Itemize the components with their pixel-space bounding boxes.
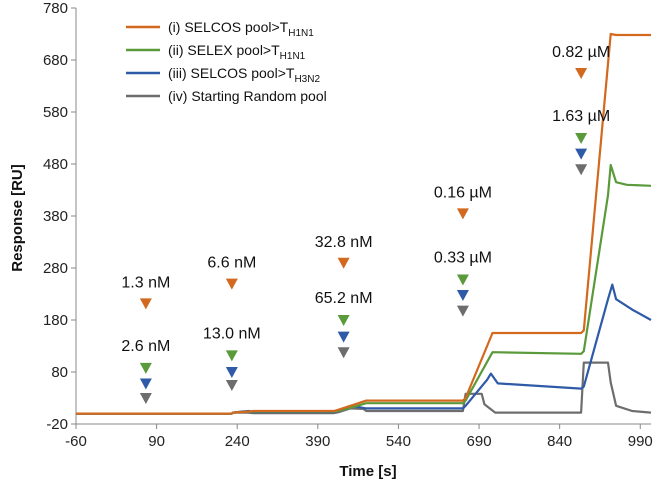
x-tick-label: 690	[467, 433, 492, 450]
x-tick-label: 240	[225, 433, 250, 450]
concentration-label: 0.82 µM	[552, 44, 610, 61]
series-line-1	[76, 32, 651, 415]
x-tick-label: 990	[628, 433, 653, 450]
injection-marker	[337, 347, 350, 359]
injection-marker	[575, 164, 588, 176]
concentration-label: 13.0 nM	[203, 325, 261, 342]
concentration-label: 6.6 nM	[207, 255, 256, 272]
injection-marker	[575, 148, 588, 160]
concentration-annotations: 1.3 nM 2.6 nM 6.6 nM 13.0 nM 32.8 nM 65.2 nM 0…	[121, 44, 610, 355]
injection-marker	[225, 350, 238, 362]
concentration-label: 0.33 µM	[434, 249, 492, 266]
x-tick-label: -60	[65, 433, 87, 450]
injection-marker	[456, 305, 469, 317]
legend: (i) SELCOS pool>TH1N1 (ii) SELEX pool>TH1…	[126, 19, 327, 104]
injection-marker	[456, 274, 469, 286]
y-tick-label: 380	[43, 208, 68, 225]
legend-label: (iv) Starting Random pool	[168, 88, 327, 104]
y-tick-label: 80	[51, 364, 68, 381]
injection-marker	[575, 133, 588, 144]
injection-marker	[456, 208, 469, 220]
injection-marker	[337, 331, 350, 343]
series-lines	[76, 32, 652, 415]
injection-marker	[139, 298, 152, 310]
x-axis-title: Time [s]	[339, 463, 396, 480]
injection-marker	[139, 393, 152, 404]
y-tick-label: 480	[43, 156, 68, 173]
injection-marker	[337, 257, 350, 269]
y-tick-label: 280	[43, 260, 68, 277]
y-tick-label: -20	[46, 416, 68, 433]
legend-label-subscript: H3N2	[294, 74, 320, 85]
injection-markers	[139, 68, 588, 404]
concentration-label: 0.16 µM	[434, 184, 492, 201]
injection-marker	[337, 315, 350, 326]
injection-marker	[225, 367, 238, 378]
injection-marker	[139, 362, 152, 374]
y-tick-label: 180	[43, 312, 68, 329]
injection-marker	[225, 278, 238, 290]
x-tick-label: 540	[386, 433, 411, 450]
chart-axes: -20 80 180 280 380 480 580 680 780 -60 90 240 390 540…	[43, 0, 653, 450]
y-tick-label: 680	[43, 52, 68, 69]
legend-label-subscript: H1N1	[288, 28, 314, 39]
injection-marker	[139, 378, 152, 390]
legend-label-subscript: H1N1	[280, 51, 306, 62]
y-tick-label: 580	[43, 104, 68, 121]
y-tick-label: 780	[43, 0, 68, 17]
injection-marker	[575, 68, 588, 79]
legend-label: (i) SELCOS pool>TH1N1	[168, 19, 314, 39]
concentration-label: 65.2 nM	[315, 290, 373, 307]
injection-marker	[225, 380, 238, 391]
concentration-label: 1.63 µM	[552, 108, 610, 125]
y-axis-title: Response [RU]	[9, 164, 26, 272]
concentration-label: 1.3 nM	[121, 274, 170, 291]
legend-label: (iii) SELCOS pool>TH3N2	[168, 65, 320, 85]
concentration-label: 2.6 nM	[121, 338, 170, 355]
concentration-label: 32.8 nM	[315, 234, 373, 251]
x-tick-label: 90	[148, 433, 165, 450]
x-tick-label: 840	[547, 433, 572, 450]
x-tick-label: 390	[305, 433, 330, 450]
legend-label: (ii) SELEX pool>TH1N1	[168, 42, 306, 62]
injection-marker	[456, 290, 469, 302]
